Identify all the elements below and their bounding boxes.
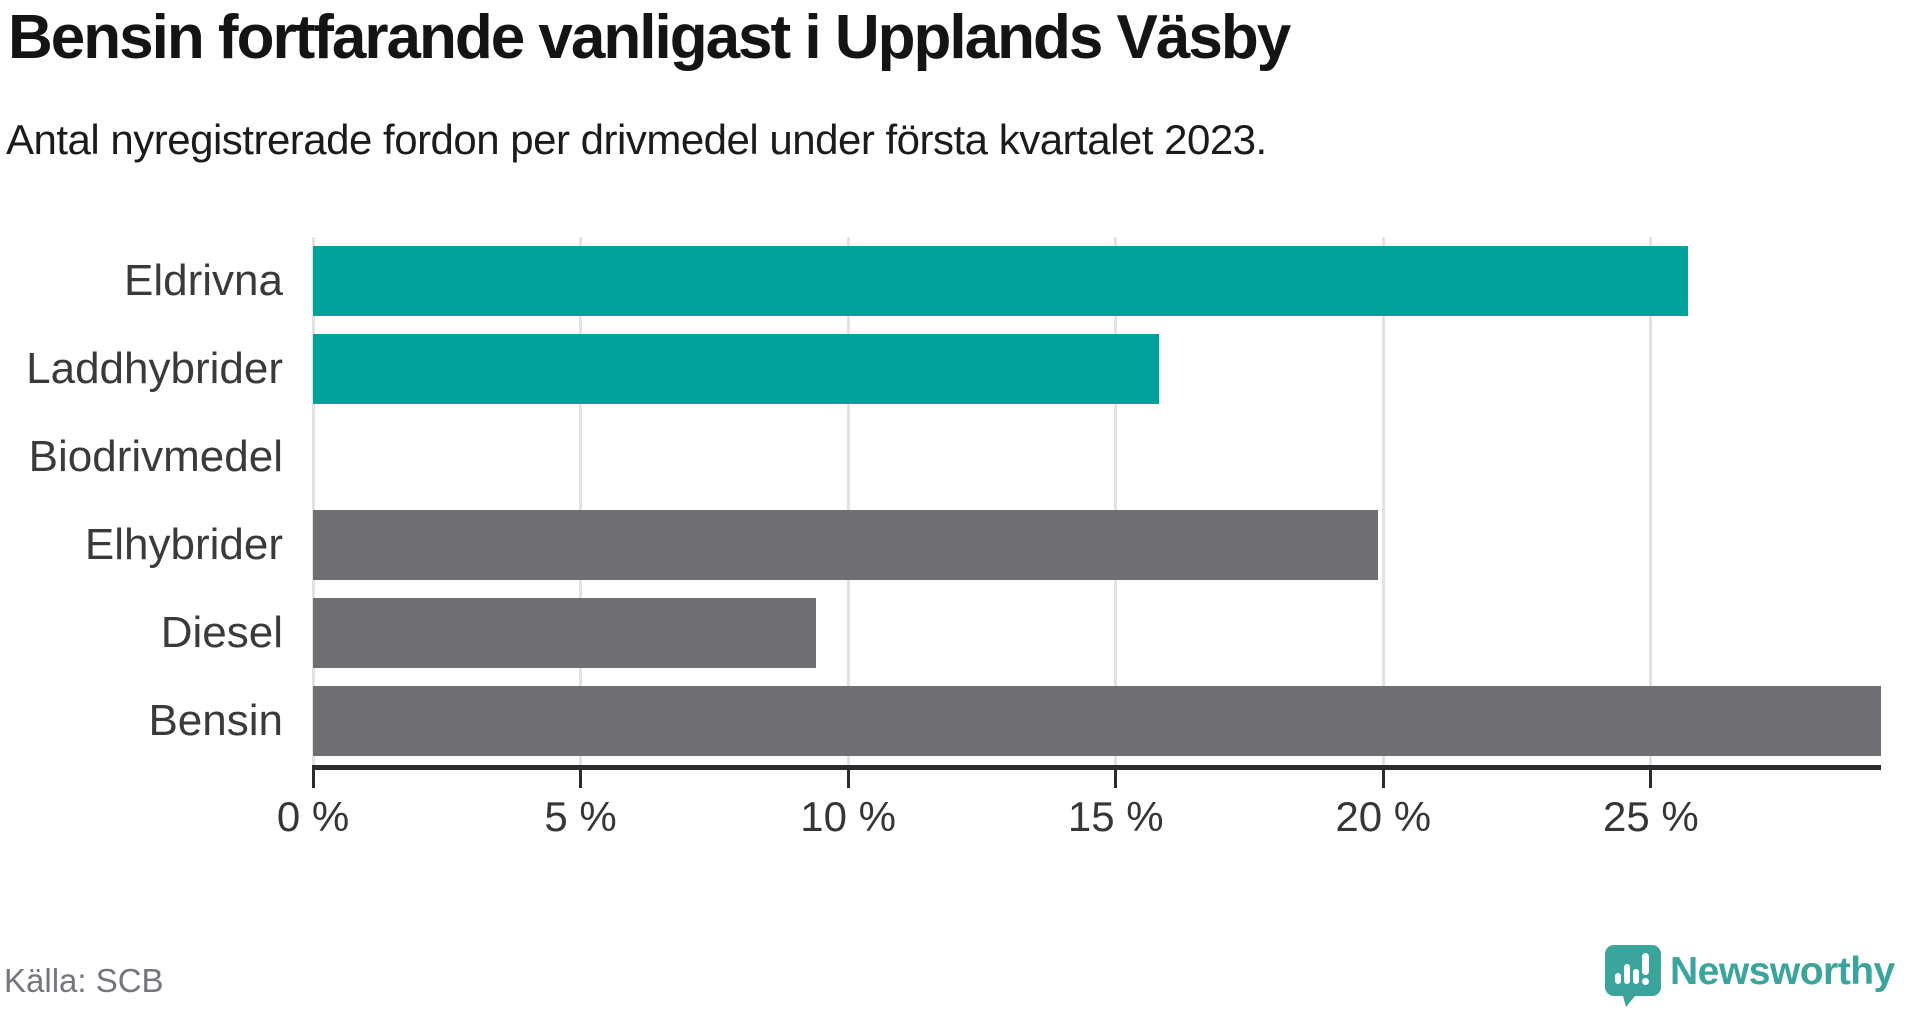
category-label-bensin: Bensin	[148, 696, 283, 745]
category-label-elhybrider: Elhybrider	[84, 520, 283, 569]
x-axis-tick-25	[1649, 765, 1653, 788]
newsworthy-wordmark: Newsworthy	[1670, 950, 1895, 993]
bar-diesel	[313, 598, 817, 668]
bar-elhybrider	[313, 510, 1378, 580]
x-axis-tick-label: 20 %	[1335, 793, 1432, 840]
bar-eldrivna	[313, 246, 1689, 316]
category-label-laddhybrider: Laddhybrider	[26, 344, 283, 393]
newsworthy-bubble-chart-icon	[1604, 944, 1662, 1010]
chart-subtitle: Antal nyregistrerade fordon per drivmede…	[6, 116, 1267, 163]
bar-bensin	[313, 686, 1881, 756]
gridline-25	[1649, 237, 1653, 765]
category-label-diesel: Diesel	[160, 608, 283, 657]
x-axis-tick-label: 5 %	[544, 793, 617, 840]
x-axis-tick-10	[846, 765, 850, 788]
gridline-10	[846, 237, 850, 765]
bar-laddhybrider	[313, 334, 1159, 404]
x-axis-tick-0	[311, 765, 315, 788]
source-note: Källa: SCB	[4, 962, 164, 999]
gridline-20	[1381, 237, 1385, 765]
x-axis-tick-label: 25 %	[1603, 793, 1699, 840]
gridline-15	[1114, 237, 1118, 765]
category-label-eldrivna: Eldrivna	[124, 256, 283, 305]
gridline-5	[579, 237, 583, 765]
x-axis-tick-label: 15 %	[1067, 793, 1164, 840]
x-axis-tick-5	[579, 765, 583, 788]
x-axis-line	[313, 765, 1881, 770]
chart-title: Bensin fortfarande vanligast i Upplands …	[8, 3, 1291, 72]
x-axis-tick-15	[1114, 765, 1118, 788]
newsworthy-logo: Newsworthy	[1604, 942, 1916, 1008]
x-axis-tick-label: 0 %	[276, 793, 350, 840]
category-label-biodrivmedel: Biodrivmedel	[28, 432, 283, 481]
gridline-0	[311, 237, 315, 765]
x-axis-tick-label: 10 %	[800, 793, 896, 840]
x-axis-tick-20	[1381, 765, 1385, 788]
